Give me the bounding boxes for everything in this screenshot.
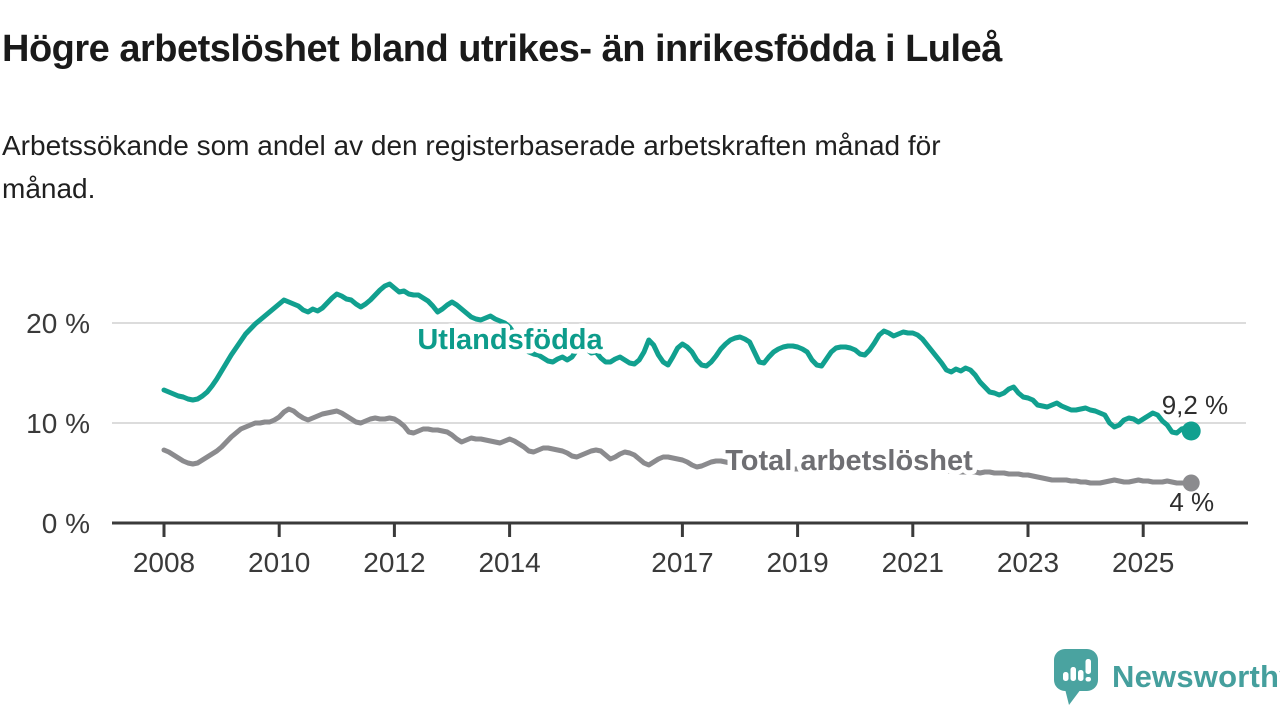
y-tick-label-20: 20 %: [26, 308, 90, 339]
x-tick-label-2014: 2014: [478, 547, 540, 578]
end-label-total: 4 %: [1169, 487, 1214, 517]
series-lines: [161, 281, 1194, 486]
x-tick-labels: 2008 2010 2012 2014 2017 2019 2021 2023 2025: [133, 547, 1174, 578]
series-line-utlandsfodda: [161, 281, 1194, 436]
series-line-total: [161, 406, 1194, 486]
end-dot-total: [1182, 474, 1200, 492]
x-tick-label-2008: 2008: [133, 547, 195, 578]
x-axis: [112, 521, 1248, 537]
end-label-utlandsfodda: 9,2 %: [1162, 390, 1229, 420]
series-label-utlandsfodda: Utlandsfödda: [417, 324, 603, 356]
chart-subtitle-line1: Arbetssökande som andel av den registerb…: [2, 130, 941, 161]
y-tick-label-0: 0 %: [42, 508, 90, 539]
series-label-total: Total arbetslöshet: [725, 445, 973, 477]
y-tick-label-10: 10 %: [26, 408, 90, 439]
x-tick-label-2025: 2025: [1112, 547, 1174, 578]
newsworthy-logo-text: Newsworthy: [1112, 659, 1280, 694]
series-labels: Utlandsfödda Total arbetslöshet: [413, 320, 978, 482]
gridlines: [112, 322, 1246, 424]
end-dot-utlandsfodda: [1181, 421, 1201, 441]
x-tick-label-2017: 2017: [651, 547, 713, 578]
y-tick-labels: 20 % 10 % 0 %: [26, 308, 90, 539]
x-tick-label-2021: 2021: [882, 547, 944, 578]
x-tick-label-2019: 2019: [766, 547, 828, 578]
chart-subtitle: Arbetssökande som andel av den registerb…: [2, 124, 1202, 211]
page-title: Högre arbetslöshet bland utrikes- än inr…: [2, 28, 1002, 70]
chart-subtitle-line2: månad.: [2, 173, 96, 205]
x-tick-label-2023: 2023: [997, 547, 1059, 578]
end-markers: 9,2 % 4 %: [1162, 390, 1229, 517]
x-tick-label-2010: 2010: [248, 547, 310, 578]
newsworthy-logo: Newsworthy: [1050, 646, 1280, 708]
newsworthy-logo-icon: [1054, 649, 1098, 705]
x-tick-label-2012: 2012: [363, 547, 425, 578]
